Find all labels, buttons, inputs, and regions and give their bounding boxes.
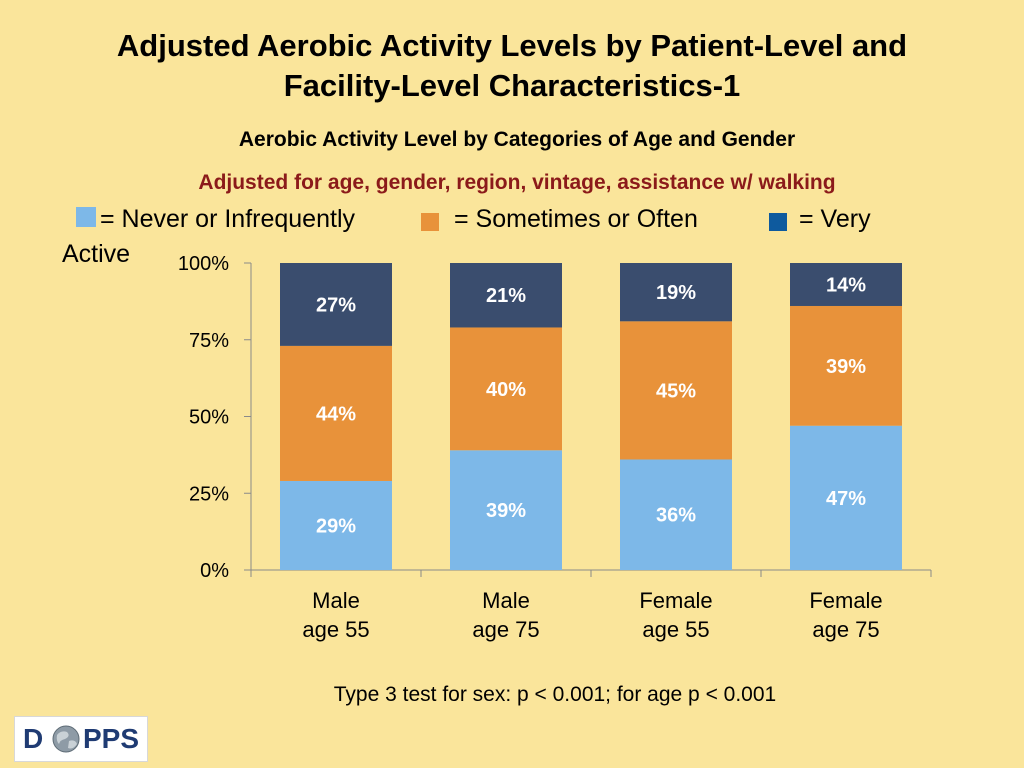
data-label: 14%	[826, 274, 866, 296]
data-label: 27%	[316, 294, 356, 316]
bar-segment	[620, 459, 732, 570]
legend-swatch-never	[76, 207, 96, 227]
bar-segment	[620, 263, 732, 322]
bar-segment	[450, 263, 562, 328]
bar-segment	[790, 305, 902, 426]
x-category-label: age 55	[302, 617, 369, 642]
y-tick-label: 75%	[189, 330, 229, 352]
bar-segment	[280, 345, 392, 481]
x-category-label: Female	[639, 588, 712, 613]
bar-segment	[790, 263, 902, 306]
x-category-label: age 55	[642, 617, 709, 642]
adjustment-note: Adjusted for age, gender, region, vintag…	[198, 171, 836, 194]
bar-segment	[450, 327, 562, 451]
globe-icon	[52, 725, 80, 753]
bar-segment	[620, 321, 732, 460]
y-tick-label: 50%	[189, 407, 229, 429]
logo-letter-d: D	[23, 723, 44, 754]
legend-label-sometimes: = Sometimes or Often	[454, 205, 698, 233]
logo-letters-pps: PPS	[83, 723, 140, 754]
legend-label-very-2: Active	[62, 240, 131, 268]
legend-swatch-very	[769, 213, 787, 231]
bar-segment	[280, 480, 392, 570]
data-label: 45%	[656, 380, 696, 402]
data-label: 39%	[826, 356, 866, 378]
data-label: 44%	[316, 403, 356, 425]
data-label: 39%	[486, 500, 526, 522]
data-label: 21%	[486, 285, 526, 307]
data-label: 47%	[826, 488, 866, 510]
title-line-1: Adjusted Aerobic Activity Levels by Pati…	[116, 28, 908, 63]
footnote: Type 3 test for sex: p < 0.001; for age …	[333, 683, 777, 706]
x-category-label: age 75	[812, 617, 879, 642]
x-category-label: Female	[809, 588, 882, 613]
data-label: 40%	[486, 379, 526, 401]
x-category-label: age 75	[472, 617, 539, 642]
stacked-bar-chart: 0% 25% 50% 75% 100% 29% 44% 27% Male age 55 39% 40%…	[178, 253, 932, 642]
dopps-logo: D PPS	[14, 716, 148, 762]
legend-label-very: = Very	[799, 205, 871, 233]
chart-subtitle: Aerobic Activity Level by Categories of …	[238, 128, 796, 151]
y-tick-label: 25%	[189, 483, 229, 505]
legend-swatch-sometimes	[421, 213, 439, 231]
y-tick-label: 100%	[178, 253, 229, 275]
bar-segment	[790, 425, 902, 570]
data-label: 36%	[656, 505, 696, 527]
legend-label-never: = Never or Infrequently	[100, 205, 355, 233]
x-category-label: Male	[482, 588, 530, 613]
bar-segment	[450, 450, 562, 570]
title-line-2: Facility-Level Characteristics-1	[283, 68, 741, 103]
page-title: Adjusted Aerobic Activity Levels by Pati…	[0, 26, 1024, 106]
x-category-label: Male	[312, 588, 360, 613]
data-label: 29%	[316, 515, 356, 537]
y-tick-label: 0%	[200, 560, 229, 582]
bar-segment	[280, 263, 392, 346]
data-label: 19%	[656, 282, 696, 304]
